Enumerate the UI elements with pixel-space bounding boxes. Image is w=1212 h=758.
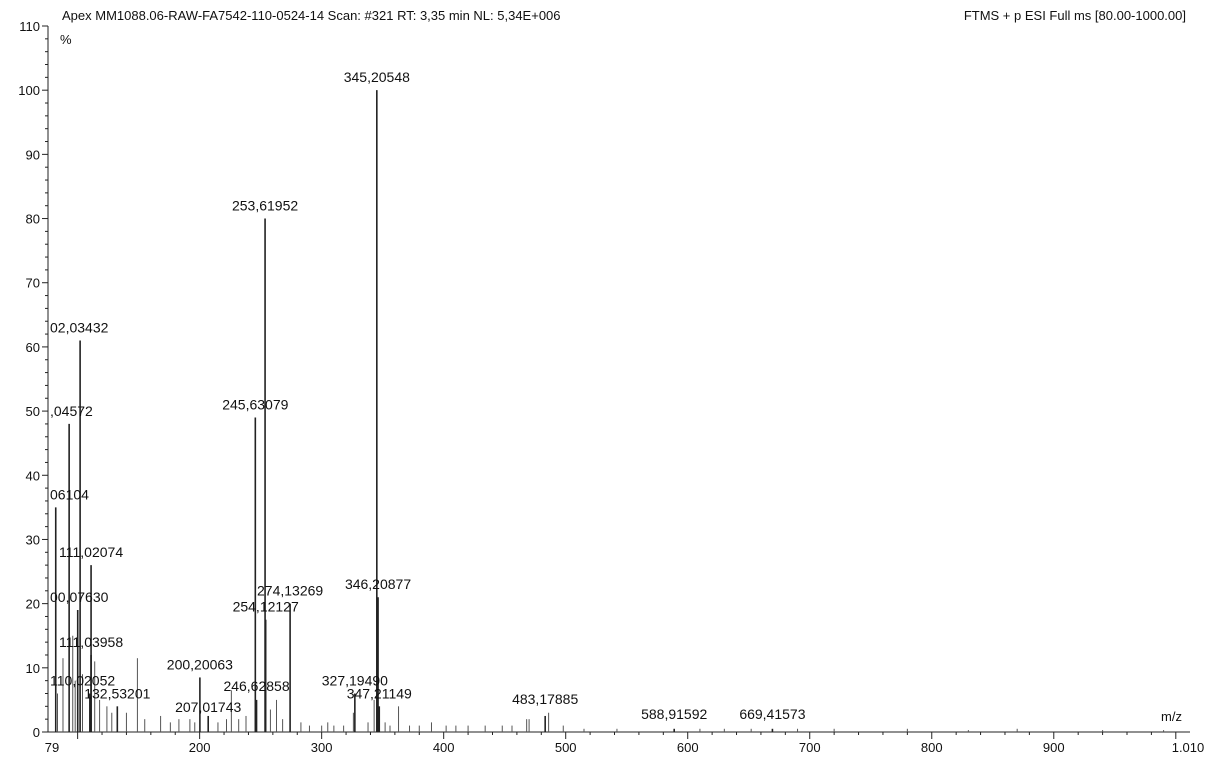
y-tick-label: 100 <box>18 83 40 98</box>
x-axis-ticks: 79 200 300 400 500 600 700 800 900 1.010 <box>45 732 1205 755</box>
x-tick-label: 700 <box>799 740 821 755</box>
peak-label: 246,62858 <box>223 678 289 694</box>
peak-label: 200,20063 <box>167 656 233 672</box>
x-tick-label: 200 <box>189 740 211 755</box>
y-tick-label: 50 <box>26 404 40 419</box>
y-tick-label: 20 <box>26 597 40 612</box>
peak-label: 346,20877 <box>345 576 411 592</box>
y-tick-label: 90 <box>26 147 40 162</box>
peak-label: 254,12127 <box>233 599 299 615</box>
peak-label: 00,07630 <box>50 589 109 605</box>
peak-label: 110,02052 <box>50 672 115 688</box>
spectrum-peaks <box>54 90 1165 732</box>
y-tick-label: 40 <box>26 468 40 483</box>
peak-label: 669,41573 <box>739 706 805 722</box>
peak-label: 588,91592 <box>641 706 707 722</box>
x-tick-label: 500 <box>555 740 577 755</box>
y-tick-label: 60 <box>26 340 40 355</box>
peak-label: 345,20548 <box>344 69 410 85</box>
peak-label: 483,17885 <box>512 691 578 707</box>
x-tick-label: 600 <box>677 740 699 755</box>
x-tick-label: 900 <box>1043 740 1065 755</box>
y-axis-ticks: 0 10 20 30 40 50 60 70 80 90 100 110 <box>18 19 48 740</box>
peak-label: 327,19490 <box>322 672 388 688</box>
x-tick-label: 300 <box>311 740 333 755</box>
peak-label: 253,61952 <box>232 198 298 214</box>
peak-label: 02,03432 <box>50 319 109 335</box>
x-tick-label: 1.010 <box>1172 740 1205 755</box>
peak-label: 245,63079 <box>222 397 288 413</box>
peak-label: 207,01743 <box>175 699 241 715</box>
scan-header-left: Apex MM1088.06-RAW-FA7542-110-0524-14 Sc… <box>62 8 561 23</box>
y-tick-label: 10 <box>26 661 40 676</box>
peak-label: 06104 <box>50 486 89 502</box>
y-tick-label: 110 <box>19 19 40 34</box>
scan-header-right: FTMS + p ESI Full ms [80.00-1000.00] <box>964 8 1186 23</box>
x-axis-unit-label: m/z <box>1161 709 1182 724</box>
peak-label: 111,03958 <box>59 634 123 650</box>
y-tick-label: 30 <box>26 532 40 547</box>
peak-label: ,04572 <box>50 403 93 419</box>
y-tick-label: 0 <box>33 725 40 740</box>
y-tick-label: 80 <box>26 212 40 227</box>
peak-label: 132,53201 <box>84 685 150 701</box>
peak-label: 274,13269 <box>257 583 323 599</box>
y-axis-unit-label: % <box>60 32 72 47</box>
x-tick-label: 400 <box>433 740 455 755</box>
spectrum-peak-labels: 345,20548 253,61952 02,03432 245,63079 ,0457… <box>50 69 806 722</box>
x-tick-label: 800 <box>921 740 943 755</box>
y-tick-label: 70 <box>26 276 40 291</box>
x-tick-label: 79 <box>45 740 59 755</box>
peak-label: 111,02074 <box>59 544 123 560</box>
peak-label: 347,21149 <box>347 685 412 701</box>
